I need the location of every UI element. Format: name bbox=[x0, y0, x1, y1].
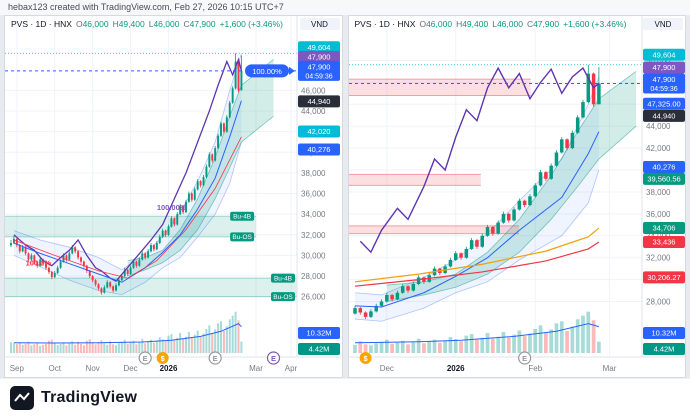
symbol-title[interactable]: PVS · 1D · HNX bbox=[354, 19, 416, 29]
svg-text:4.42M: 4.42M bbox=[653, 345, 674, 354]
close-label: C bbox=[526, 19, 534, 29]
svg-text:100.00%: 100.00% bbox=[157, 203, 187, 212]
svg-text:04:59:36: 04:59:36 bbox=[305, 73, 332, 80]
svg-text:40,276: 40,276 bbox=[308, 145, 331, 154]
attribution-text: hebax123 created with TradingView.com, F… bbox=[8, 2, 284, 12]
svg-text:Bu-4B: Bu-4B bbox=[233, 214, 251, 221]
high-value: 49,400 bbox=[118, 19, 145, 29]
svg-text:Nov: Nov bbox=[86, 364, 100, 373]
svg-text:38,000: 38,000 bbox=[646, 188, 671, 197]
svg-text:34,000: 34,000 bbox=[301, 210, 326, 219]
open-value: 46,000 bbox=[426, 19, 453, 29]
svg-text:44,000: 44,000 bbox=[301, 107, 326, 116]
svg-text:28,000: 28,000 bbox=[646, 298, 671, 307]
high-label: H bbox=[456, 19, 463, 29]
currency-badge[interactable]: VND bbox=[643, 18, 683, 30]
svg-text:47,325.00: 47,325.00 bbox=[647, 99, 680, 108]
svg-text:100.00%: 100.00% bbox=[252, 67, 282, 76]
svg-text:$: $ bbox=[363, 354, 368, 363]
svg-text:28,000: 28,000 bbox=[301, 272, 326, 281]
svg-text:32,000: 32,000 bbox=[646, 254, 671, 263]
svg-text:42,000: 42,000 bbox=[646, 144, 671, 153]
svg-text:36,000: 36,000 bbox=[646, 210, 671, 219]
close-value: 47,900 bbox=[189, 19, 216, 29]
svg-text:$: $ bbox=[161, 354, 166, 363]
svg-text:44,940: 44,940 bbox=[652, 112, 675, 121]
close-value: 47,900 bbox=[533, 19, 560, 29]
svg-text:33,436: 33,436 bbox=[652, 238, 675, 247]
svg-text:E: E bbox=[143, 354, 148, 363]
low-label: L bbox=[148, 19, 154, 29]
svg-text:E: E bbox=[213, 354, 218, 363]
svg-text:49,604: 49,604 bbox=[308, 43, 331, 52]
svg-text:46,000: 46,000 bbox=[301, 86, 326, 95]
svg-text:04:59:36: 04:59:36 bbox=[650, 86, 677, 93]
price-chart-left[interactable]: Bu-4B Bu-OS Bu-4B Bu-OS 100.00% 100.0% 46,000 4… bbox=[5, 16, 341, 377]
svg-text:44,000: 44,000 bbox=[646, 122, 671, 131]
low-value: 46,000 bbox=[496, 19, 523, 29]
svg-text:44,940: 44,940 bbox=[308, 97, 331, 106]
svg-text:E: E bbox=[522, 354, 527, 363]
change-value: +1,600 (+3.46%) bbox=[563, 19, 627, 29]
open-label: O bbox=[75, 19, 83, 29]
svg-text:47,900: 47,900 bbox=[652, 75, 675, 84]
svg-text:42,020: 42,020 bbox=[308, 127, 331, 136]
svg-text:Bu-OS: Bu-OS bbox=[273, 294, 293, 301]
high-value: 49,400 bbox=[462, 19, 489, 29]
close-label: C bbox=[183, 19, 190, 29]
low-label: L bbox=[492, 19, 497, 29]
high-label: H bbox=[112, 19, 119, 29]
svg-text:10.32M: 10.32M bbox=[306, 329, 331, 338]
svg-text:Mar: Mar bbox=[249, 364, 263, 373]
chart-panel-right: PVS · 1D · HNX O46,000 H49,400 L46,000 C47,9… bbox=[347, 15, 686, 378]
svg-text:40,276: 40,276 bbox=[652, 163, 675, 172]
svg-text:39,560.56: 39,560.56 bbox=[647, 175, 680, 184]
attribution-bar: hebax123 created with TradingView.com, F… bbox=[0, 0, 690, 15]
symbol-info[interactable]: PVS · 1D · HNX O46,000 H49,400 L46,000 C47,9… bbox=[11, 19, 283, 29]
svg-text:Sep: Sep bbox=[10, 364, 25, 373]
svg-text:47,900: 47,900 bbox=[308, 62, 331, 71]
svg-text:Mar: Mar bbox=[602, 364, 616, 373]
low-value: 46,000 bbox=[153, 19, 180, 29]
svg-text:30,000: 30,000 bbox=[301, 251, 326, 260]
svg-text:E: E bbox=[271, 354, 276, 363]
open-value: 46,000 bbox=[82, 19, 109, 29]
currency-badge[interactable]: VND bbox=[299, 18, 340, 30]
svg-text:100.0%: 100.0% bbox=[26, 259, 52, 268]
svg-text:2026: 2026 bbox=[160, 364, 178, 373]
svg-text:Dec: Dec bbox=[379, 364, 393, 373]
svg-text:26,000: 26,000 bbox=[301, 293, 326, 302]
brand-bar: TradingView bbox=[0, 378, 690, 417]
tradingview-logo[interactable] bbox=[10, 386, 34, 410]
svg-text:10.32M: 10.32M bbox=[651, 329, 676, 338]
symbol-info[interactable]: PVS · 1D · HNX O46,000 H49,400 L46,000 C47,9… bbox=[355, 19, 627, 29]
svg-text:47,900: 47,900 bbox=[308, 53, 331, 62]
svg-text:Bu-4B: Bu-4B bbox=[274, 275, 292, 282]
svg-text:34,706: 34,706 bbox=[652, 224, 675, 233]
svg-text:47,900: 47,900 bbox=[652, 63, 675, 72]
svg-text:50,000: 50,000 bbox=[646, 56, 671, 65]
charts-row: PVS · 1D · HNX O46,000 H49,400 L46,000 C47,9… bbox=[0, 15, 690, 378]
svg-text:Apr: Apr bbox=[285, 364, 298, 373]
svg-text:38,000: 38,000 bbox=[301, 169, 326, 178]
svg-text:Dec: Dec bbox=[123, 364, 137, 373]
price-chart-right[interactable]: 50,00048,00046,00044,00042,00040,00038,0… bbox=[348, 16, 686, 377]
brand-name[interactable]: TradingView bbox=[41, 389, 138, 406]
svg-text:49,604: 49,604 bbox=[652, 50, 675, 59]
svg-text:32,000: 32,000 bbox=[301, 231, 326, 240]
open-label: O bbox=[419, 19, 427, 29]
svg-text:Oct: Oct bbox=[49, 364, 62, 373]
svg-text:Feb: Feb bbox=[528, 364, 542, 373]
svg-text:Bu-OS: Bu-OS bbox=[232, 234, 252, 241]
svg-text:2026: 2026 bbox=[446, 364, 464, 373]
change-value: +1,600 (+3.46%) bbox=[219, 19, 283, 29]
symbol-title[interactable]: PVS · 1D · HNX bbox=[11, 19, 72, 29]
svg-text:4.42M: 4.42M bbox=[309, 345, 330, 354]
svg-text:30,206.27: 30,206.27 bbox=[647, 273, 680, 282]
svg-text:36,000: 36,000 bbox=[301, 190, 326, 199]
chart-panel-left: PVS · 1D · HNX O46,000 H49,400 L46,000 C47,9… bbox=[4, 15, 343, 378]
